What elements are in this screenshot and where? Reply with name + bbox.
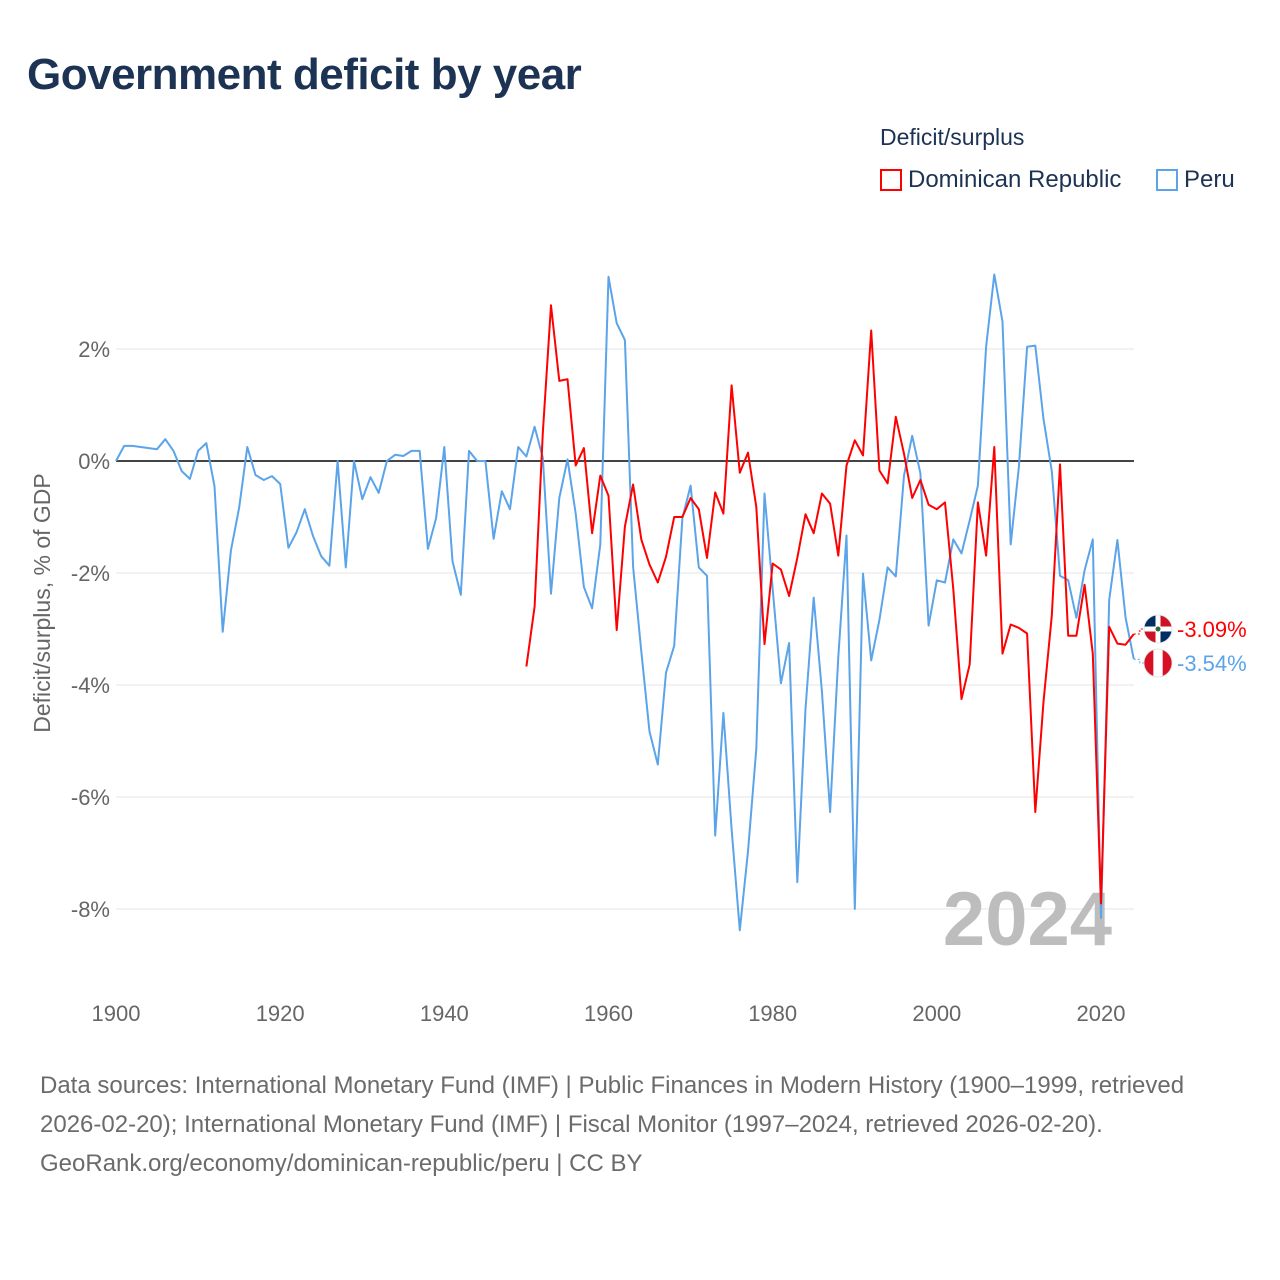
x-tick-label: 1980 [748, 1001, 797, 1026]
dominican-republic-flag-icon [1143, 614, 1173, 644]
y-tick-label: -8% [71, 897, 110, 922]
legend-swatch-dominican-republic [880, 169, 902, 191]
y-tick-label: 0% [78, 449, 110, 474]
y-tick-label: -4% [71, 673, 110, 698]
y-tick-label: -2% [71, 561, 110, 586]
legend-item-dominican-republic[interactable]: Dominican Republic [880, 166, 1121, 194]
credit-link[interactable]: GeoRank.org/economy/dominican-republic/p… [40, 1150, 643, 1177]
series-line-dominican-republic[interactable] [525, 304, 1135, 905]
legend-label: Peru [1184, 166, 1235, 193]
chart-title: Government deficit by year [27, 50, 582, 99]
data-sources: Data sources: International Monetary Fun… [40, 1072, 1185, 1138]
legend-label: Dominican Republic [908, 166, 1122, 193]
x-tick-label: 2020 [1077, 1001, 1126, 1026]
y-axis-title: Deficit/surplus, % of GDP [29, 473, 55, 732]
x-tick-label: 2000 [912, 1001, 961, 1026]
peru-flag-icon [1143, 648, 1173, 678]
x-tick-label: 1940 [420, 1001, 469, 1026]
legend-item-peru[interactable]: Peru [1156, 166, 1235, 194]
x-tick-label: 1960 [584, 1001, 633, 1026]
y-tick-label: 2% [78, 337, 110, 362]
label-connector [1133, 628, 1146, 635]
legend-swatch-peru [1156, 169, 1178, 191]
end-value-label: -3.54% [1177, 651, 1247, 676]
footer: Data sources: International Monetary Fun… [40, 1066, 1240, 1183]
year-watermark: 2024 [943, 877, 1112, 962]
end-value-label: -3.09% [1177, 617, 1247, 642]
x-tick-label: 1920 [256, 1001, 305, 1026]
series-line-peru[interactable] [115, 273, 1135, 932]
x-tick-label: 1900 [92, 1001, 141, 1026]
y-tick-label: -6% [71, 785, 110, 810]
legend-title: Deficit/surplus [880, 124, 1025, 150]
label-connector [1133, 658, 1146, 664]
